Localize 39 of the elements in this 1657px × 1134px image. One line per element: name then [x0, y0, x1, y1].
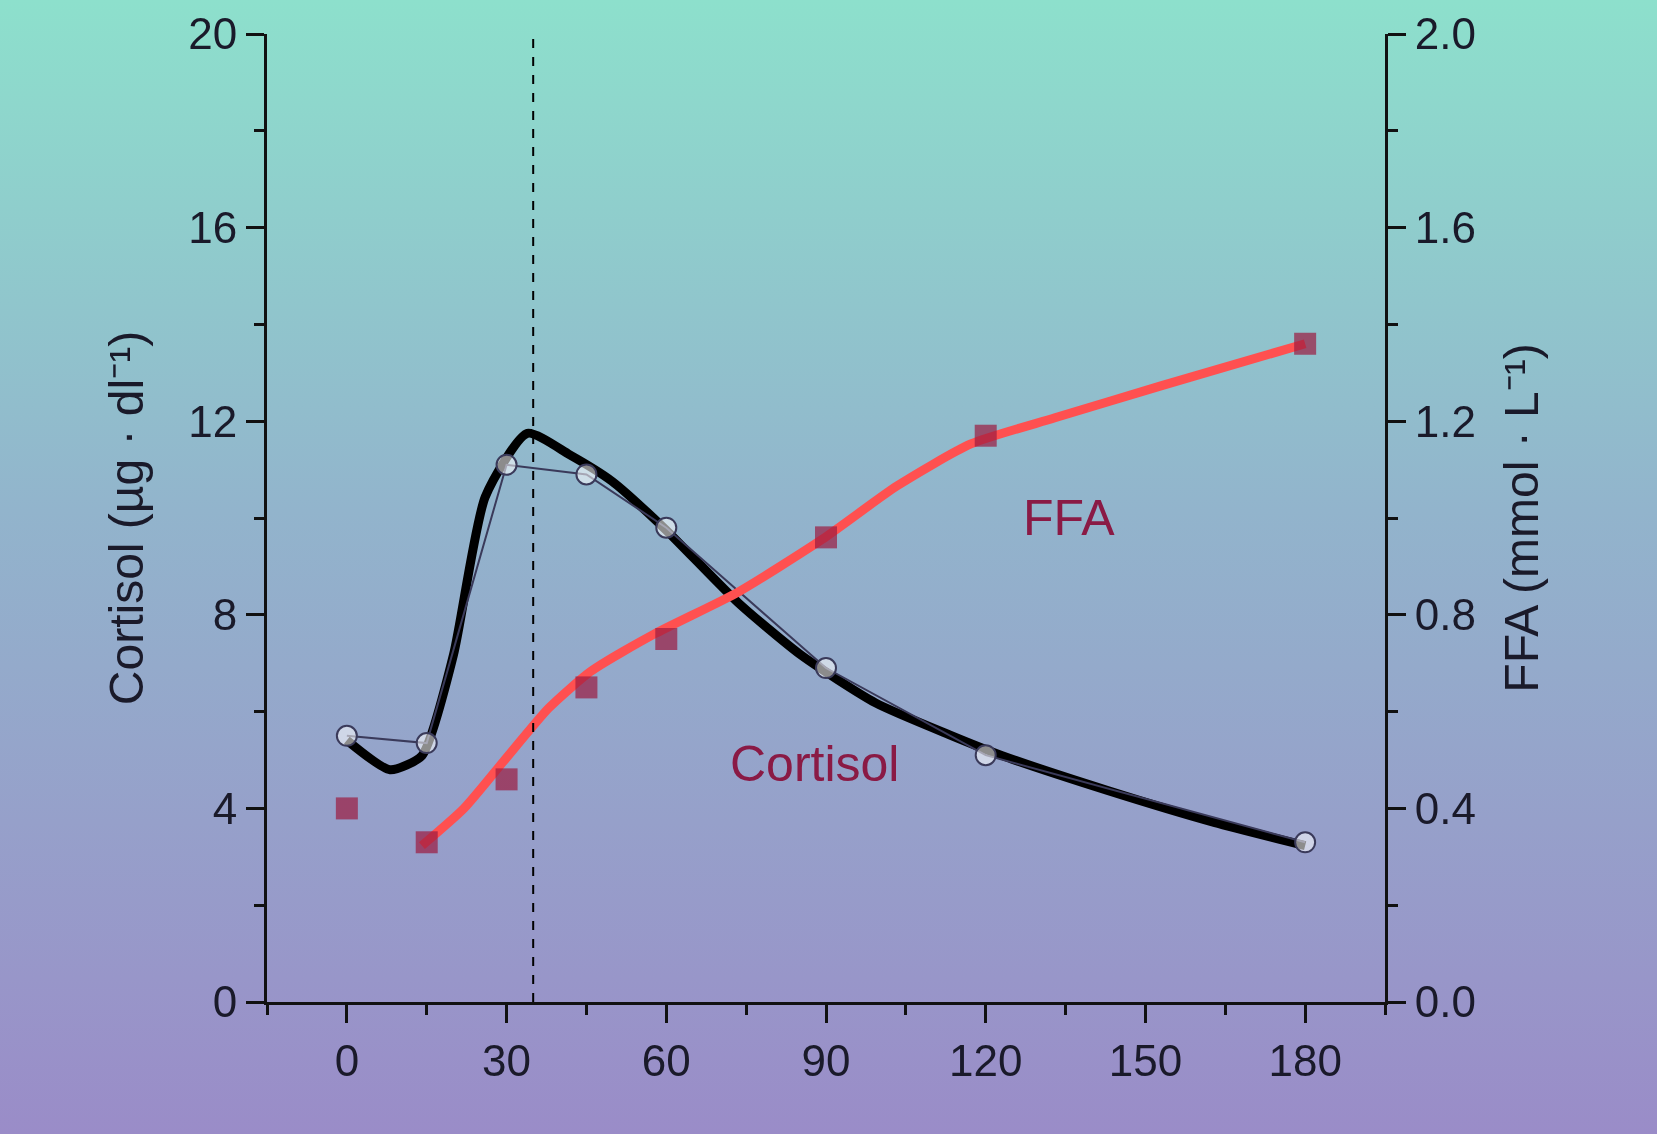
y-tick-label: 12	[188, 396, 238, 446]
point	[655, 516, 678, 539]
y2-tick-label: 0.8	[1414, 590, 1476, 640]
x-tick-label: 150	[1108, 1035, 1183, 1085]
point	[495, 768, 518, 791]
x-tick-label: 90	[801, 1035, 851, 1085]
point	[335, 797, 358, 820]
point	[655, 628, 678, 650]
point	[575, 676, 598, 699]
y2-tick-label: 0.4	[1414, 783, 1476, 833]
point	[1294, 332, 1317, 355]
point	[415, 732, 438, 755]
y-tick-label: 16	[188, 203, 238, 252]
point	[974, 424, 997, 447]
point	[974, 744, 997, 767]
point	[815, 657, 837, 680]
y2-tick-label: 1.2	[1414, 396, 1476, 446]
point	[335, 724, 358, 747]
x-tick-label: 120	[949, 1035, 1023, 1085]
y2-tick-label: 2.0	[1414, 9, 1476, 59]
point	[495, 453, 518, 476]
x-tick-label: 180	[1268, 1035, 1342, 1085]
y-tick-label: 8	[212, 590, 238, 640]
point	[1294, 831, 1317, 854]
x-tick-label: 60	[641, 1035, 691, 1085]
annotation: Cortisol	[730, 736, 900, 792]
point	[815, 526, 837, 549]
x-tick-label: 30	[482, 1035, 532, 1085]
y-axis-title: Cortisol (µg · dl⁻¹)	[99, 330, 153, 706]
y-tick-label: 4	[212, 783, 238, 833]
y-tick-label: 0	[212, 977, 238, 1027]
y2-tick-label: 1.6	[1414, 203, 1476, 252]
y2-tick-label: 0.0	[1414, 977, 1476, 1027]
annotation: FFA	[1023, 490, 1116, 546]
y-tick-label: 20	[188, 9, 238, 59]
x-tick-label: 0	[334, 1035, 360, 1085]
y2-axis-title: FFA (mmol · L⁻¹)	[1495, 343, 1549, 693]
point	[415, 831, 438, 854]
point	[575, 463, 598, 486]
